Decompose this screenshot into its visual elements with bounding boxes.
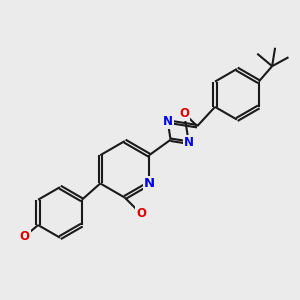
Text: O: O [179, 107, 189, 120]
Text: O: O [136, 207, 146, 220]
Text: N: N [144, 177, 155, 190]
Text: N: N [163, 115, 173, 128]
Text: N: N [184, 136, 194, 149]
Text: O: O [20, 230, 30, 243]
